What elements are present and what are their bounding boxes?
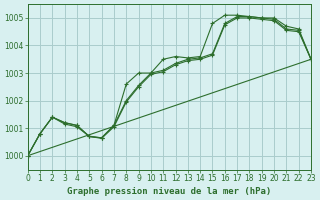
X-axis label: Graphe pression niveau de la mer (hPa): Graphe pression niveau de la mer (hPa) <box>67 187 271 196</box>
